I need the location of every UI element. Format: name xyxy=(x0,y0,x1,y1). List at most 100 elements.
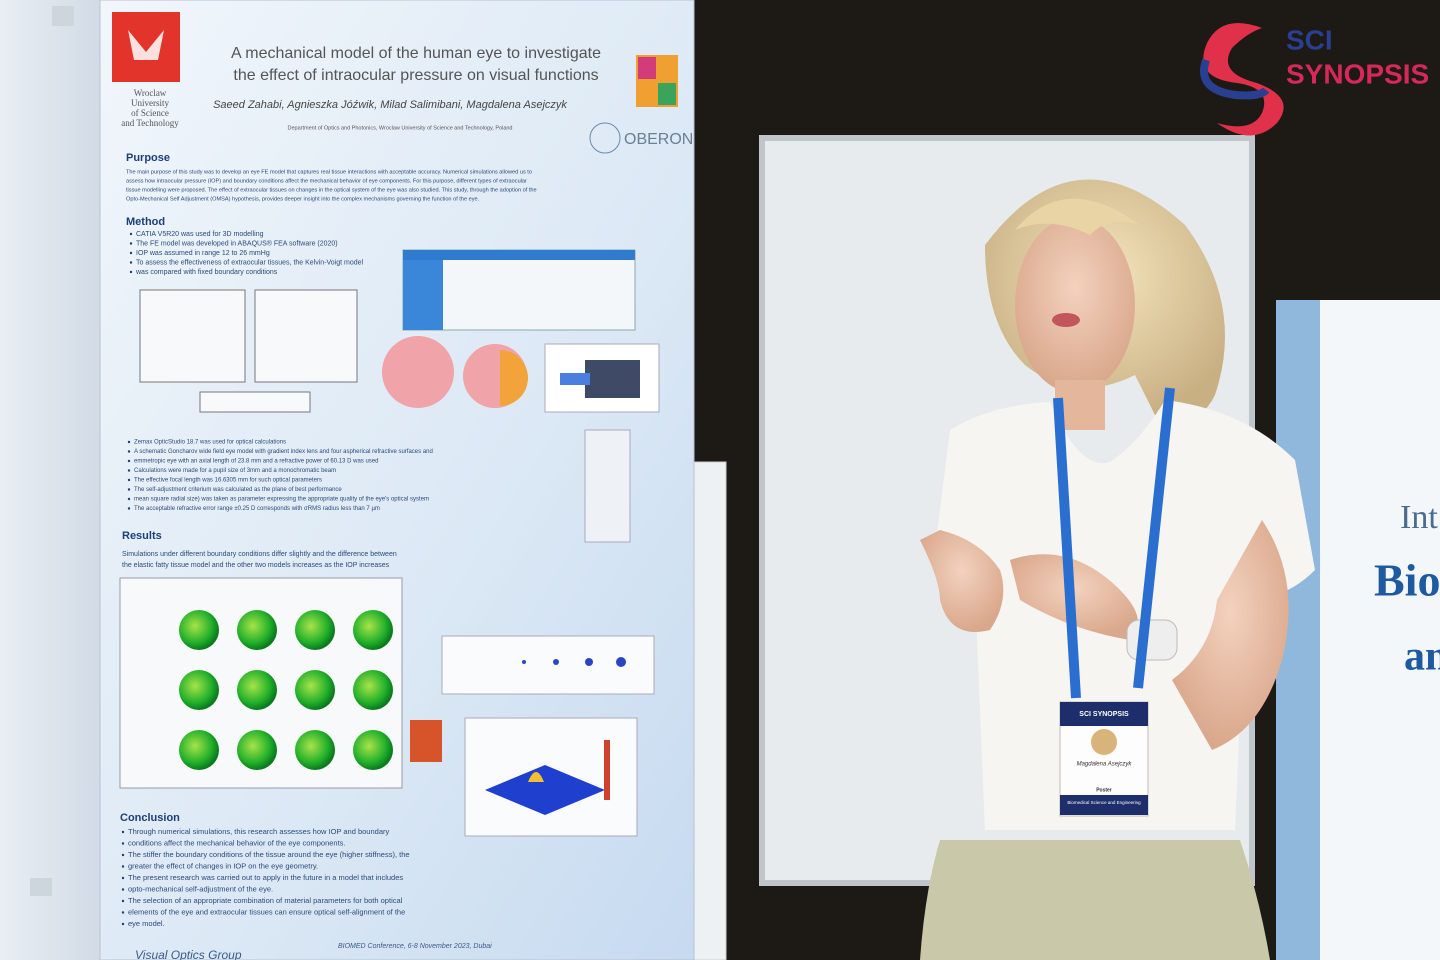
eye-section xyxy=(500,350,528,406)
bullet xyxy=(127,440,131,444)
logo-text: SCI xyxy=(1286,24,1333,55)
bullet xyxy=(127,478,131,482)
face xyxy=(1015,217,1135,393)
eye-model xyxy=(237,670,277,710)
wall-fixture xyxy=(52,6,74,26)
wall xyxy=(0,0,110,960)
bullet xyxy=(121,899,125,903)
poster-text: Zemax OpticStudio 18.7 was used for opti… xyxy=(134,440,286,446)
poster-text: greater the effect of changes in IOP on … xyxy=(128,861,318,870)
poster-title: the effect of intraocular pressure on vi… xyxy=(233,67,598,84)
table-column xyxy=(403,260,443,330)
poster-text: The present research was carried out to … xyxy=(128,873,403,882)
poster-affiliation: Department of Optics and Photonics, Wroc… xyxy=(287,125,512,131)
bullet xyxy=(121,922,125,926)
bullet xyxy=(127,450,131,453)
fringe xyxy=(1015,198,1140,235)
partner-logo-tile xyxy=(658,83,676,105)
bullet xyxy=(121,853,125,857)
flow-diagram xyxy=(199,391,311,413)
poster-text: The FE model was developed in ABAQUS® FE… xyxy=(136,239,338,247)
spot xyxy=(522,660,526,664)
poster-text: opto-mechanical self-adjustment of the e… xyxy=(128,884,273,893)
bullet xyxy=(129,242,133,245)
poster-text: Simulations under different boundary con… xyxy=(122,551,397,558)
eye-model xyxy=(237,610,277,650)
bullet xyxy=(129,251,133,255)
section-heading: Results xyxy=(122,530,162,542)
stress-figure xyxy=(410,720,442,762)
poster-text: the elastic fatty tissue model and the o… xyxy=(122,562,390,569)
eye-model xyxy=(179,670,219,710)
logo-mark xyxy=(1203,23,1284,136)
eye-model xyxy=(353,730,393,770)
poster-text: The acceptable refractive error range ±0… xyxy=(134,506,380,512)
surface xyxy=(485,765,605,815)
flow-diagram xyxy=(139,289,246,383)
section-heading: Conclusion xyxy=(120,812,180,824)
board-stand xyxy=(689,461,727,960)
badge-footer xyxy=(1060,795,1148,815)
ray-figure xyxy=(584,429,631,543)
poster-text: assess how intraocular pressure (IOP) an… xyxy=(126,178,527,184)
poster-text: IOP was assumed in range 12 to 26 mmHg xyxy=(136,250,270,257)
poster-text: mean square radial size) was taken as pa… xyxy=(134,497,429,503)
poster-title: A mechanical model of the human eye to i… xyxy=(231,45,601,62)
poster-text: The effective focal length was 16.6305 m… xyxy=(134,478,322,484)
bullet xyxy=(129,232,133,236)
bullet xyxy=(127,507,131,510)
logo-text: SYNOPSIS xyxy=(1286,58,1429,89)
bullet xyxy=(121,842,125,845)
poster-text: eye model. xyxy=(128,919,165,928)
bullet xyxy=(127,459,131,463)
eye-model xyxy=(179,730,219,770)
eye-model xyxy=(353,670,393,710)
hand xyxy=(920,530,1004,632)
bullet xyxy=(127,488,131,491)
arm xyxy=(1172,520,1289,750)
bullet xyxy=(121,830,125,834)
badge-name: Magdalena Asejczyk xyxy=(1077,762,1133,768)
spot xyxy=(553,659,559,665)
eye-model xyxy=(179,610,219,650)
flow-diagram xyxy=(254,289,358,383)
wall-fixture xyxy=(30,878,52,896)
poster-footer: BIOMED Conference, 6-8 November 2023, Du… xyxy=(338,943,492,950)
poster-text: The selection of an appropriate combinat… xyxy=(128,896,403,905)
badge-header xyxy=(1060,702,1148,726)
bullet xyxy=(127,469,131,472)
poster-text: conditions affect the mechanical behavio… xyxy=(128,838,346,847)
watch xyxy=(1126,619,1178,661)
poster-text: A schematic Goncharov wide field eye mod… xyxy=(134,449,433,455)
bullet xyxy=(129,270,133,274)
poster-text: The main purpose of this study was to de… xyxy=(126,169,532,175)
banner-text: Int xyxy=(1400,499,1438,536)
university-logo xyxy=(112,12,180,82)
optic-beam xyxy=(560,373,590,385)
badge-brand: SCI SYNOPSIS xyxy=(1079,711,1129,718)
university-line: Wroclaw xyxy=(134,88,167,98)
lanyard xyxy=(1053,387,1175,699)
bullet xyxy=(129,261,133,264)
eye-model xyxy=(295,610,335,650)
poster-text: was compared with fixed boundary conditi… xyxy=(135,269,278,276)
poster-footer: Visual Optics Group xyxy=(135,948,242,960)
eye-model xyxy=(295,730,335,770)
bullet xyxy=(121,888,125,891)
poster-text: Calculations were made for a pupil size … xyxy=(134,468,336,474)
university-line: and Technology xyxy=(121,118,179,128)
badge-photo xyxy=(1091,729,1117,755)
banner-text: Bio xyxy=(1374,555,1440,606)
bullet xyxy=(127,497,131,501)
table-header xyxy=(403,250,635,260)
eye-figure xyxy=(382,336,454,408)
partner-name: OBERON xyxy=(624,131,693,148)
bullet xyxy=(121,876,125,880)
poster-text: emmetropic eye with an axial length of 2… xyxy=(134,459,378,465)
colorbar xyxy=(604,740,610,800)
eye-model xyxy=(295,670,335,710)
optic-lens xyxy=(585,360,640,398)
poster-text: tissue modelling were proposed. The effe… xyxy=(126,187,537,193)
poster-text: The self-adjustment criterium was calcul… xyxy=(134,487,342,493)
